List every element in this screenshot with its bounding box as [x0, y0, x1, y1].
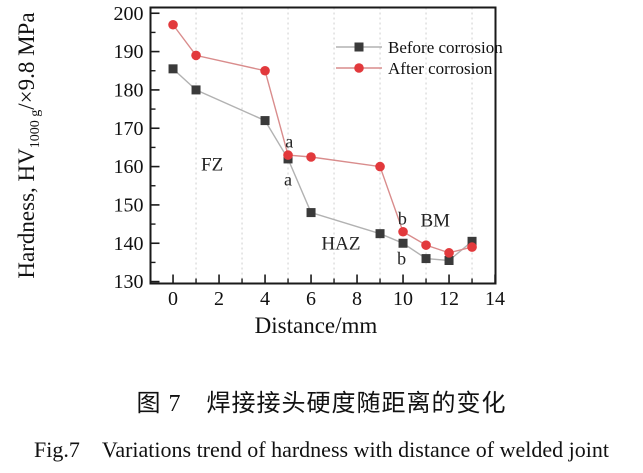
- y-tick-label: 140: [114, 233, 144, 255]
- x-tick-label: 4: [260, 288, 270, 310]
- hardness-distance-line-chart: 0 2 4 6 8 10 12 14 130 140 150 160 170 180 190 200 FZ HAZ…: [14, 3, 505, 338]
- x-tick-label: 8: [352, 288, 362, 310]
- y-tick-label: 150: [114, 194, 144, 216]
- data-point-after-corrosion: [260, 65, 270, 76]
- legend-label-after-corrosion: After corrosion: [388, 59, 493, 78]
- data-point-after-corrosion: [283, 150, 293, 160]
- zone-label-fz: FZ: [201, 155, 223, 176]
- data-point-before-corrosion: [398, 238, 408, 248]
- data-point-before-corrosion: [421, 254, 431, 264]
- data-point-after-corrosion: [467, 242, 477, 252]
- y-tick-label: 190: [114, 41, 144, 63]
- y-tick-label: 130: [114, 271, 144, 293]
- data-point-after-corrosion: [168, 19, 178, 30]
- x-tick-label: 10: [393, 288, 413, 310]
- plot-frame: [149, 6, 497, 285]
- data-point-after-corrosion: [375, 161, 385, 172]
- x-axis-label: Distance/mm: [255, 313, 378, 338]
- point-label-a: a: [285, 132, 293, 152]
- legend-label-before-corrosion: Before corrosion: [388, 38, 503, 57]
- point-label-b: b: [398, 209, 407, 229]
- caption-chinese: 图 7 焊接接头硬度随距离的变化: [136, 391, 507, 417]
- data-point-before-corrosion: [467, 236, 477, 246]
- x-tick-label: 12: [439, 288, 459, 310]
- series-line-before-corrosion: [172, 68, 473, 262]
- zone-label-haz: HAZ: [321, 233, 360, 254]
- legend-marker-after-corrosion: [354, 63, 364, 73]
- point-label-a: a: [284, 170, 292, 190]
- y-tick-label: 160: [114, 156, 144, 178]
- caption-english: Fig.7 Variations trend of hardness with …: [34, 437, 609, 462]
- y-tick-label: 170: [114, 118, 144, 140]
- data-point-before-corrosion: [191, 85, 201, 95]
- x-tick-label: 0: [168, 288, 178, 310]
- data-point-before-corrosion: [306, 208, 316, 218]
- y-tick-label: 200: [114, 3, 144, 25]
- data-point-after-corrosion: [306, 152, 316, 162]
- data-point-before-corrosion: [260, 116, 270, 126]
- x-tick-label: 2: [214, 288, 224, 310]
- data-point-after-corrosion: [398, 226, 408, 237]
- y-tick-label: 180: [114, 79, 144, 101]
- data-point-before-corrosion: [375, 229, 385, 239]
- legend-marker-before-corrosion: [354, 42, 364, 52]
- x-tick-label: 6: [306, 288, 316, 310]
- data-point-before-corrosion: [444, 256, 454, 265]
- data-point-after-corrosion: [444, 248, 454, 258]
- data-point-before-corrosion: [168, 64, 178, 74]
- point-label-b: b: [397, 249, 406, 269]
- x-tick-label: 14: [485, 288, 505, 310]
- series-line-after-corrosion: [172, 24, 473, 254]
- y-axis-label: Hardness, HV1000 g/×9.8 MPa: [14, 12, 43, 278]
- zone-label-bm: BM: [420, 210, 450, 231]
- data-point-after-corrosion: [191, 50, 201, 61]
- data-point-after-corrosion: [421, 240, 431, 250]
